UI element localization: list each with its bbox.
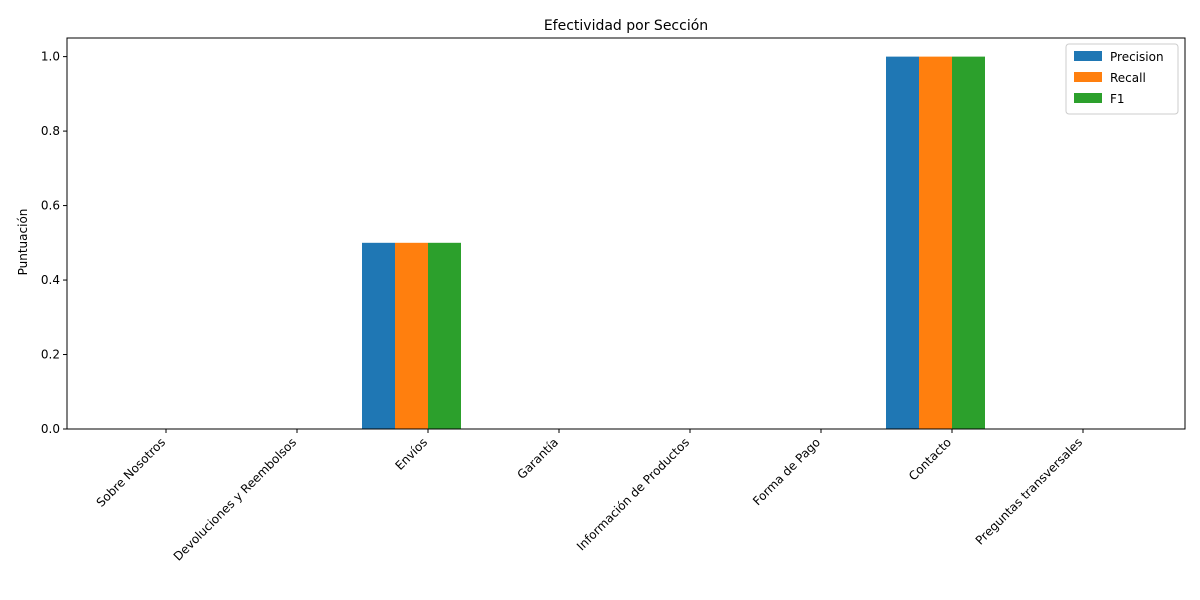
plot-frame <box>66 37 1186 430</box>
legend: Precision Recall F1 <box>1065 43 1179 115</box>
bar-precision-6 <box>886 56 919 429</box>
bar-f1-2 <box>428 242 461 429</box>
y-axis-label: Puntuación <box>16 209 30 276</box>
legend-swatch-f1 <box>1074 93 1102 103</box>
bar-precision-2 <box>362 242 395 429</box>
y-ticks-group: 0.0 0.2 0.4 0.6 0.8 1.0 <box>41 50 67 436</box>
y-tick-label: 0.4 <box>41 273 60 287</box>
y-tick-label: 0.0 <box>41 422 60 436</box>
legend-swatch-recall <box>1074 72 1102 82</box>
legend-swatch-precision <box>1074 51 1102 61</box>
bar-recall-2 <box>395 242 428 429</box>
bars-group <box>362 56 985 429</box>
legend-label-precision: Precision <box>1110 50 1164 64</box>
bar-recall-6 <box>919 56 952 429</box>
y-tick-label: 0.6 <box>41 199 60 213</box>
bar-f1-6 <box>952 56 985 429</box>
y-tick-label: 0.8 <box>41 124 60 138</box>
y-tick-label: 0.2 <box>41 348 60 362</box>
chart-title: Efectividad por Sección <box>544 18 708 34</box>
legend-label-recall: Recall <box>1110 71 1146 85</box>
legend-label-f1: F1 <box>1110 92 1125 106</box>
y-tick-label: 1.0 <box>41 50 60 64</box>
